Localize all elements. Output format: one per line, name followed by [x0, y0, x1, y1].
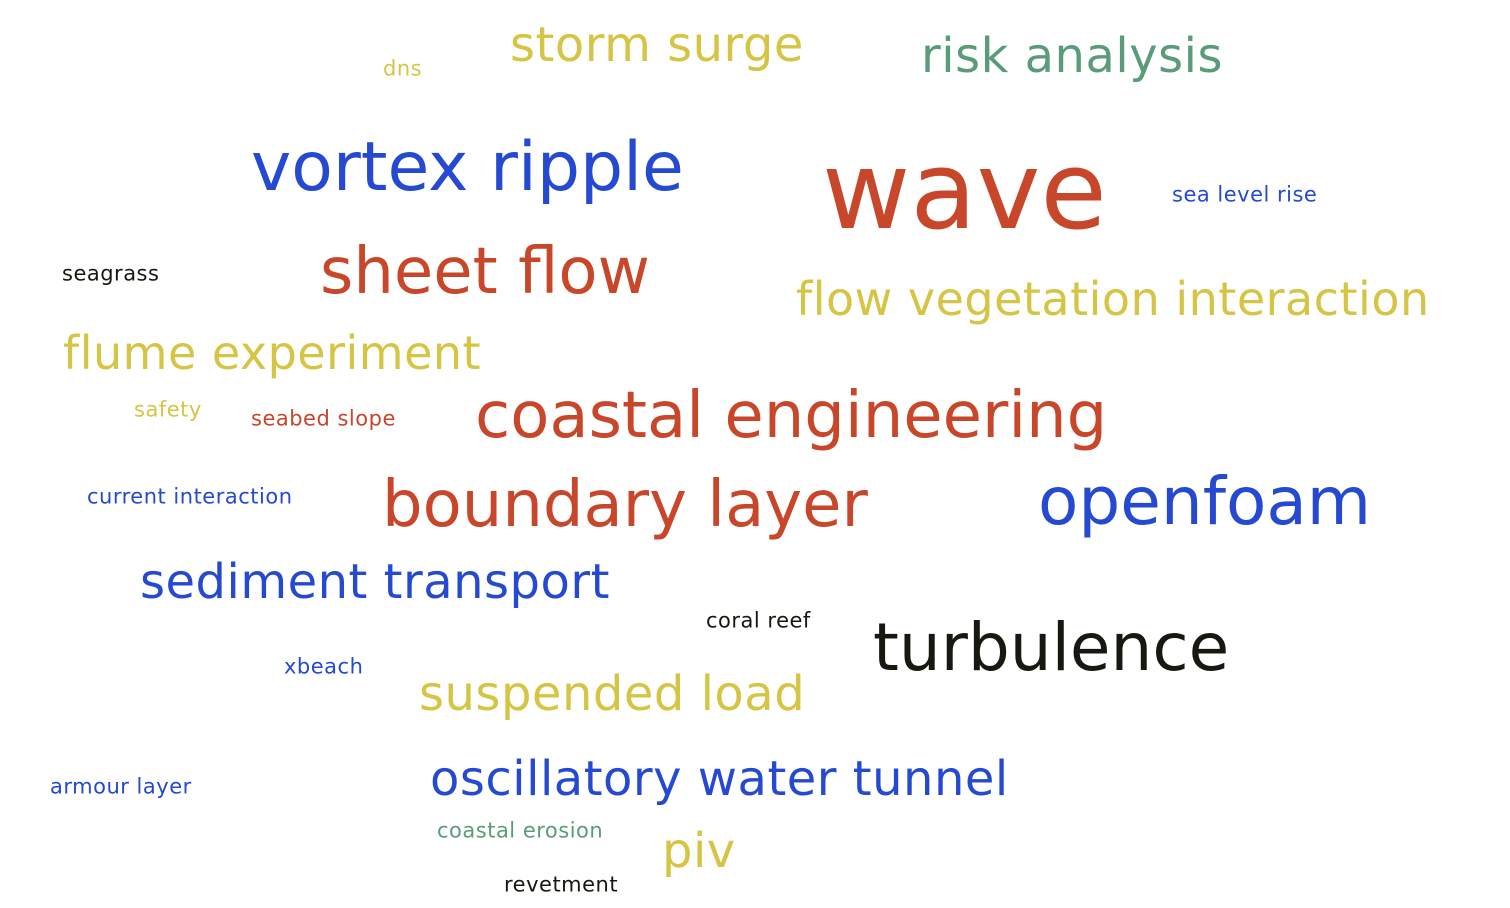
word-current-interaction: current interaction	[87, 484, 293, 509]
word-openfoam: openfoam	[1038, 463, 1372, 540]
word-turbulence: turbulence	[873, 609, 1230, 686]
word-seagrass: seagrass	[62, 261, 160, 286]
word-coastal-erosion: coastal erosion	[437, 818, 604, 843]
word-oscillatory-water-tunnel: oscillatory water tunnel	[430, 751, 1009, 807]
word-vortex-ripple: vortex ripple	[251, 128, 684, 207]
word-seabed-slope: seabed slope	[251, 406, 396, 431]
word-flume-experiment: flume experiment	[63, 326, 482, 380]
word-boundary-layer: boundary layer	[382, 468, 868, 542]
word-revetment: revetment	[504, 872, 619, 897]
word-piv: piv	[662, 823, 736, 879]
word-sediment-transport: sediment transport	[140, 554, 610, 610]
word-dns: dns	[383, 56, 423, 81]
word-flow-vegetation-interaction: flow vegetation interaction	[796, 272, 1430, 326]
word-safety: safety	[134, 397, 202, 422]
word-storm-surge: storm surge	[510, 17, 804, 73]
word-wave: wave	[822, 129, 1107, 254]
word-coastal-engineering: coastal engineering	[475, 379, 1108, 453]
word-suspended-load: suspended load	[419, 666, 806, 722]
word-sea-level-rise: sea level rise	[1172, 182, 1318, 207]
word-risk-analysis: risk analysis	[921, 28, 1223, 84]
word-sheet-flow: sheet flow	[320, 235, 650, 309]
word-armour-layer: armour layer	[50, 774, 192, 799]
word-coral-reef: coral reef	[706, 608, 811, 633]
word-xbeach: xbeach	[284, 654, 364, 679]
